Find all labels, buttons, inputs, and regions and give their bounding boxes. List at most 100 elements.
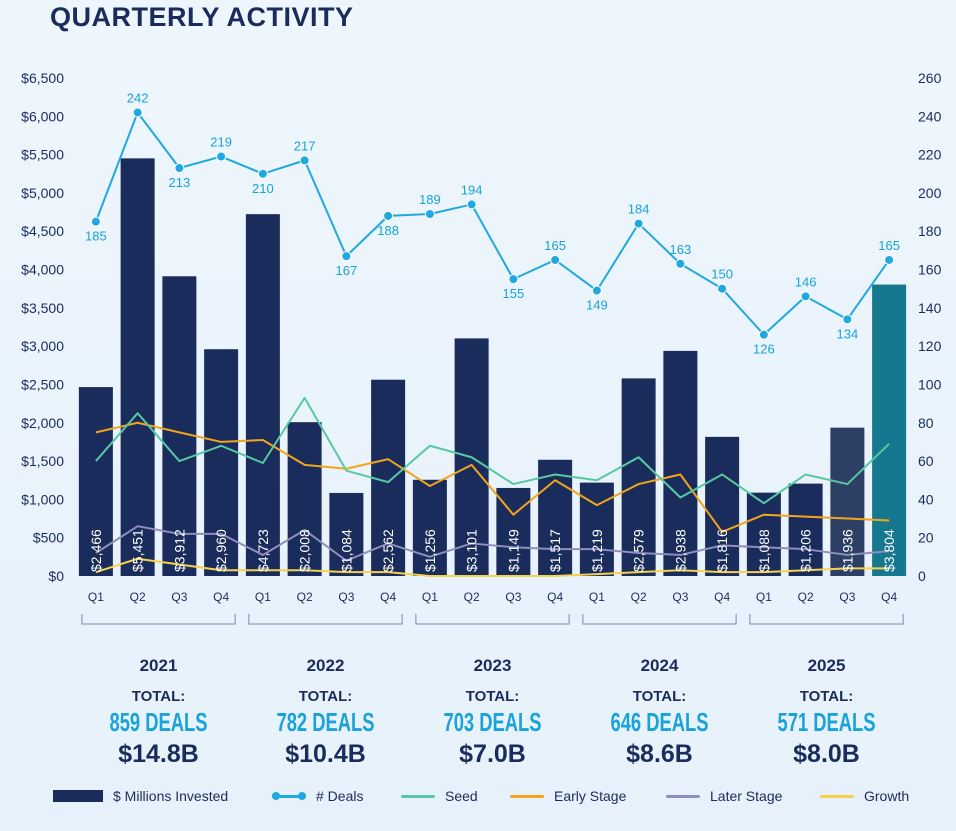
deals-marker <box>508 274 519 285</box>
invested-bar <box>705 436 740 576</box>
year-total-deals: 571 DEALS <box>778 707 876 737</box>
invested-bar <box>120 158 155 576</box>
quarter-label: Q3 <box>338 590 354 604</box>
year-total-amount: $10.4B <box>285 740 366 768</box>
deals-value-label: 163 <box>670 242 692 257</box>
deals-value-label: 155 <box>503 286 525 301</box>
legend-swatch-deals <box>272 791 306 800</box>
quarter-label: Q2 <box>464 590 480 604</box>
invested-bar-label: $2,562 <box>380 529 396 572</box>
invested-bar-label: $1,149 <box>505 529 521 572</box>
quarter-label: Q3 <box>672 590 688 604</box>
legend-label-growth: Growth <box>864 788 910 804</box>
deals-marker <box>633 218 644 229</box>
deals-value-label: 213 <box>169 175 191 190</box>
invested-bar-label: $3,912 <box>171 529 187 572</box>
deals-value-label: 134 <box>837 326 859 341</box>
deals-value-label: 165 <box>878 238 900 253</box>
left-axis-tick-label: $3,500 <box>21 300 64 316</box>
left-axis-tick-label: $500 <box>33 530 64 546</box>
quarter-label: Q4 <box>213 590 229 604</box>
left-axis-tick-label: $5,500 <box>21 147 64 163</box>
year-total-label: TOTAL: <box>633 688 687 705</box>
year-total-deals: 782 DEALS <box>277 707 375 737</box>
year-label: 2025 <box>808 656 846 675</box>
deals-value-label: 189 <box>419 192 441 207</box>
year-bracket <box>582 614 737 625</box>
year-label: 2022 <box>307 656 345 675</box>
invested-bar <box>412 479 447 576</box>
legend-swatch-early <box>510 794 544 798</box>
right-axis-tick-label: 240 <box>918 108 942 124</box>
right-axis-tick-label: 40 <box>918 491 934 507</box>
invested-bar <box>830 427 865 576</box>
left-axis-tick-label: $0 <box>48 568 64 584</box>
year-label: 2021 <box>140 656 178 675</box>
right-axis-tick-label: 160 <box>918 262 942 278</box>
year-label: 2023 <box>474 656 512 675</box>
left-axis-tick-label: $1,500 <box>21 453 64 469</box>
deals-line <box>94 111 890 336</box>
legend-label-early: Early Stage <box>554 788 627 804</box>
invested-bar-label: $1,816 <box>714 529 730 572</box>
right-axis-tick-label: 120 <box>918 338 942 354</box>
invested-bar <box>162 276 197 576</box>
growth-line <box>95 557 890 577</box>
deals-marker <box>174 163 185 174</box>
deals-marker <box>424 208 435 219</box>
quarter-label: Q1 <box>422 590 438 604</box>
deals-marker <box>383 210 394 221</box>
quarter-label: Q3 <box>505 590 521 604</box>
legend-label-later: Later Stage <box>710 788 783 804</box>
left-axis-tick-label: $1,000 <box>21 491 64 507</box>
quarterly-activity-chart: $0 $500 $1,000 $1,500 $2,000 $2,500 $3,000 $3,5… <box>21 70 942 768</box>
deals-marker <box>550 254 561 265</box>
invested-bar-label: $1,206 <box>798 529 814 572</box>
invested-bar <box>663 350 698 576</box>
invested-bar-label: $2,008 <box>297 529 313 572</box>
invested-bar-label: $2,579 <box>631 529 647 572</box>
invested-bar <box>746 492 781 576</box>
year-total-label: TOTAL: <box>132 688 186 705</box>
quarter-label: Q1 <box>88 590 104 604</box>
deals-marker <box>717 283 728 294</box>
deals-value-label: 188 <box>377 223 399 238</box>
early-stage-line <box>95 421 890 533</box>
quarter-label: Q4 <box>714 590 730 604</box>
year-total-amount: $14.8B <box>118 740 199 768</box>
legend-item-later: Later Stage <box>666 788 782 804</box>
deals-value-label: 217 <box>294 138 316 153</box>
deals-value-label: 150 <box>711 267 733 282</box>
later-stage-line <box>95 525 890 562</box>
left-axis-tick-label: $6,500 <box>21 70 64 86</box>
left-axis-tick-label: $2,000 <box>21 415 64 431</box>
invested-bar-label: $1,256 <box>422 529 438 572</box>
invested-bar <box>621 378 656 576</box>
deals-value-label: 185 <box>85 229 107 244</box>
deals-value-label: 126 <box>753 342 775 357</box>
left-axis-tick-label: $4,000 <box>21 262 64 278</box>
invested-bar <box>538 459 573 576</box>
quarter-label: Q4 <box>881 590 897 604</box>
quarter-label: Q3 <box>839 590 855 604</box>
year-total-deals: 646 DEALS <box>611 707 709 737</box>
left-axis-tick-label: $2,500 <box>21 376 64 392</box>
right-axis-tick-label: 100 <box>918 376 942 392</box>
deals-marker <box>842 314 853 325</box>
year-bracket <box>415 614 570 625</box>
invested-bar <box>204 349 239 576</box>
quarter-label: Q3 <box>171 590 187 604</box>
deals-marker <box>758 329 769 340</box>
year-total-label: TOTAL: <box>466 688 520 705</box>
quarter-label: Q2 <box>631 590 647 604</box>
deals-marker <box>132 107 143 118</box>
invested-bar-label: $1,517 <box>547 529 563 572</box>
right-axis-tick-label: 180 <box>918 223 942 239</box>
year-total-deals: 859 DEALS <box>110 707 208 737</box>
legend-label-invested: $ Millions Invested <box>113 788 229 804</box>
legend-label-seed: Seed <box>445 788 478 804</box>
invested-bar <box>872 284 907 576</box>
year-bracket <box>248 614 403 625</box>
deals-marker <box>591 285 602 296</box>
legend-swatch-growth <box>820 794 854 798</box>
